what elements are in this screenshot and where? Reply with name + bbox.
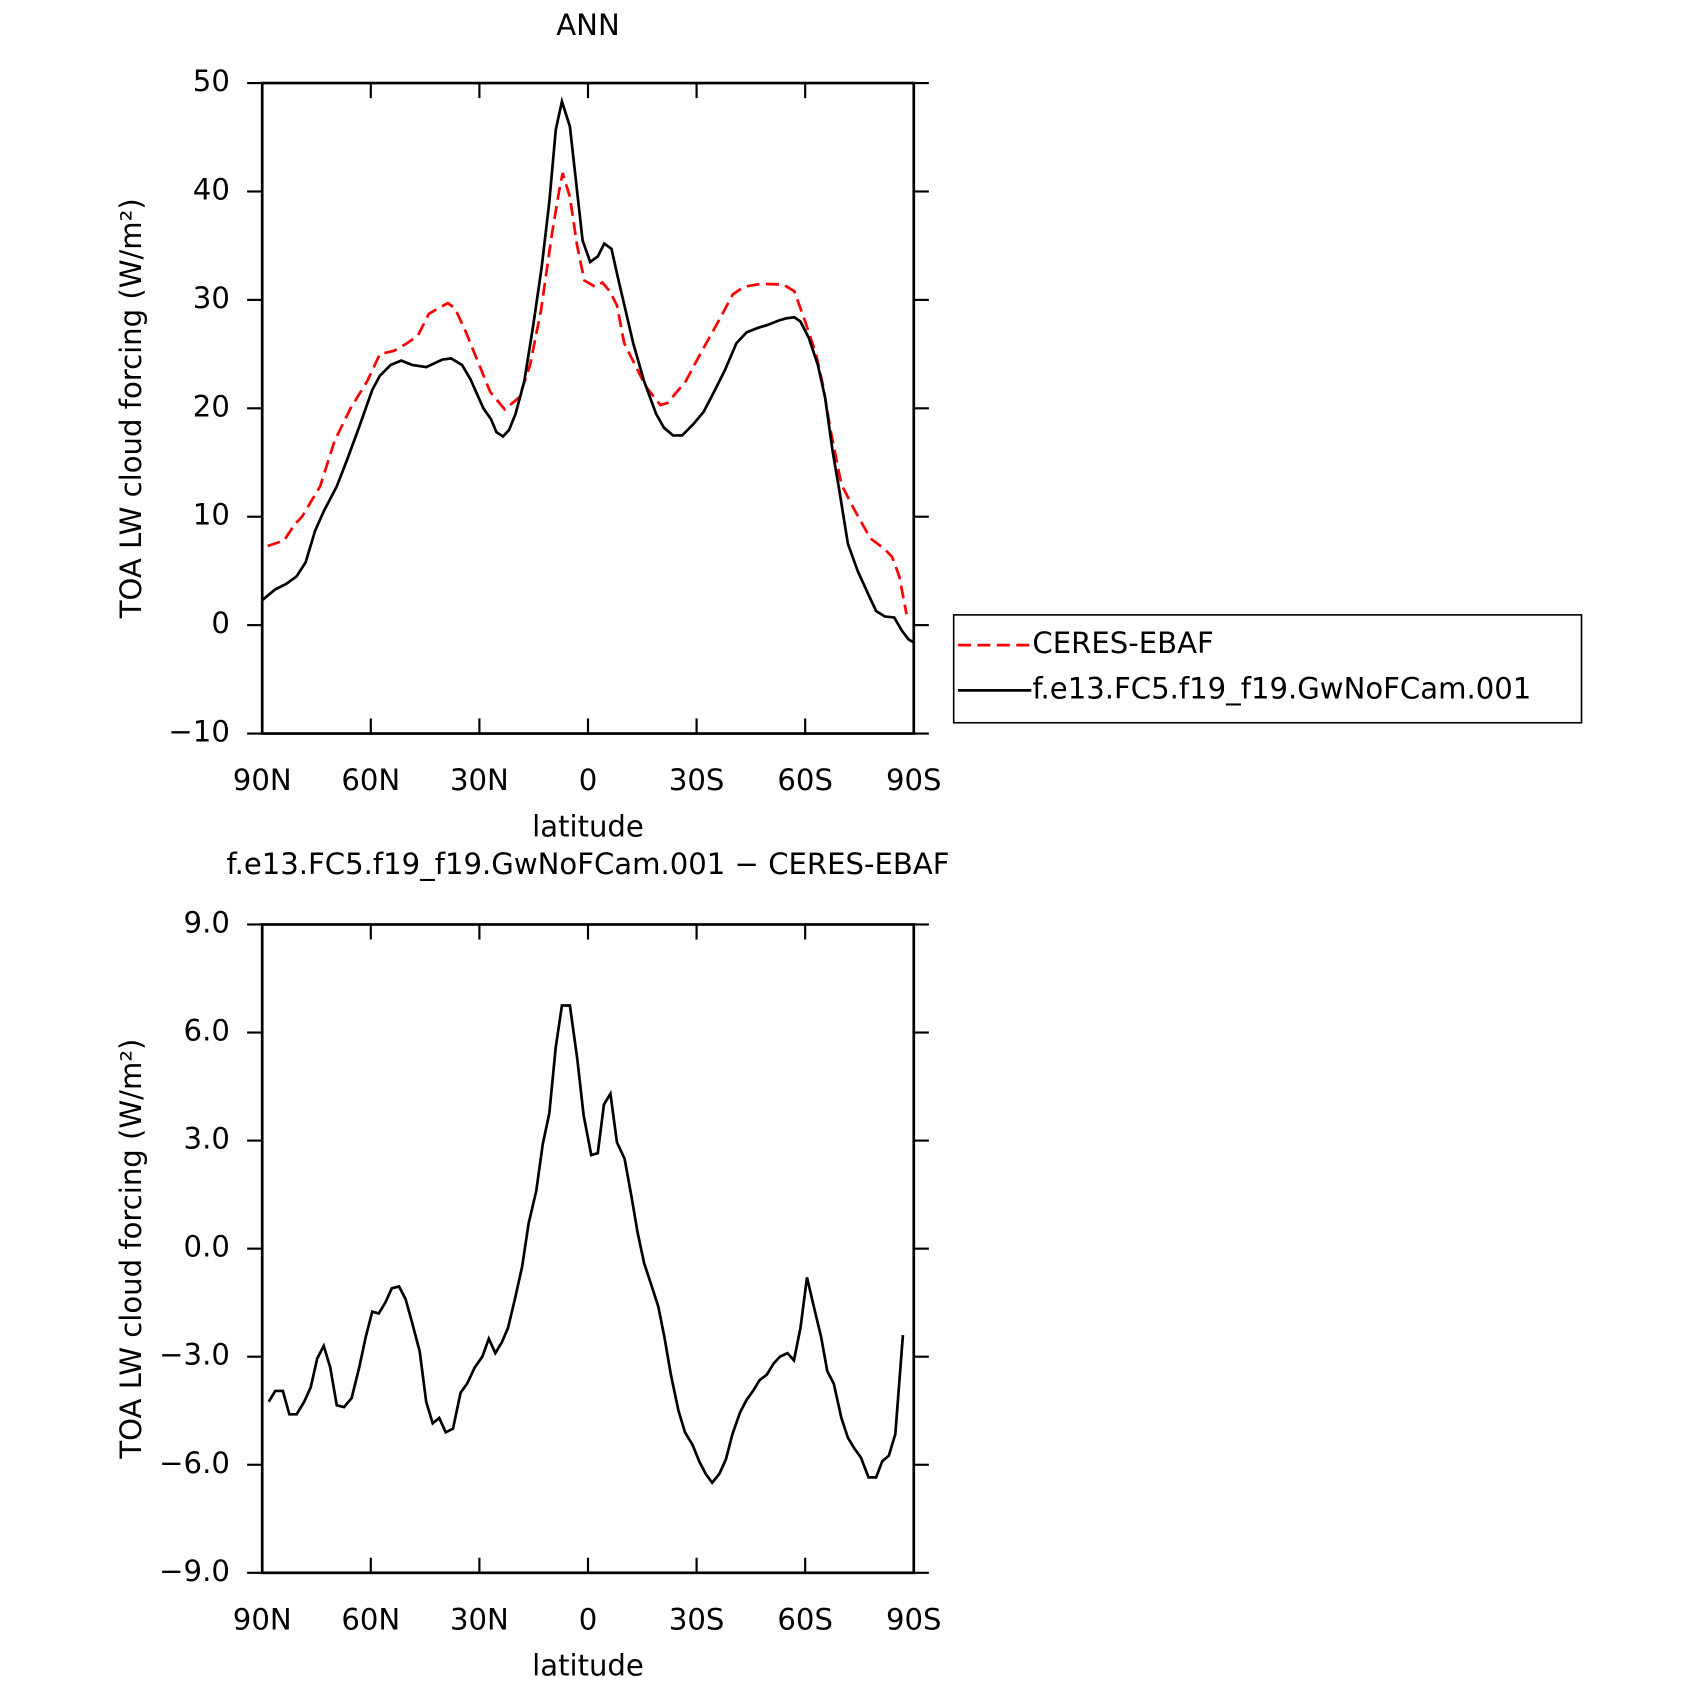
- y-tick-label: −3.0: [159, 1338, 230, 1372]
- y-tick-label: 3.0: [184, 1122, 230, 1156]
- legend-label: CERES-EBAF: [1032, 626, 1213, 660]
- chart-title: ANN: [556, 8, 619, 42]
- y-axis-label: TOA LW cloud forcing (W/m²): [114, 198, 148, 619]
- legend-label: f.e13.FC5.f19_f19.GwNoFCam.001: [1032, 671, 1531, 705]
- y-tick-label: 9.0: [184, 905, 230, 939]
- x-tick-label: 90N: [233, 763, 292, 797]
- plot-frame: [260, 81, 916, 735]
- x-tick-label: 90S: [886, 763, 942, 797]
- data-line: [267, 1004, 905, 1485]
- y-tick-label: 0.0: [184, 1230, 230, 1264]
- x-tick-label: 60S: [777, 763, 833, 797]
- y-tick-label: 20: [193, 389, 230, 423]
- y-tick-label: −6.0: [159, 1446, 230, 1480]
- y-tick-label: 30: [193, 281, 230, 315]
- y-tick-label: 40: [193, 172, 230, 206]
- y-axis-label: TOA LW cloud forcing (W/m²): [114, 1039, 148, 1460]
- y-tick-label: −9.0: [159, 1554, 230, 1588]
- plot-frame: [260, 923, 916, 1575]
- y-tick-label: 50: [193, 64, 230, 98]
- x-tick-label: 0: [579, 1602, 598, 1636]
- x-tick-label: 60N: [341, 1602, 400, 1636]
- data-line: [261, 96, 915, 644]
- x-tick-label: 90S: [886, 1602, 942, 1636]
- x-tick-label: 90N: [233, 1602, 292, 1636]
- x-tick-label: 30S: [669, 763, 725, 797]
- x-tick-label: 30S: [669, 1602, 725, 1636]
- x-tick-label: 60S: [777, 1602, 833, 1636]
- y-tick-label: 6.0: [184, 1014, 230, 1048]
- x-tick-label: 30N: [450, 1602, 509, 1636]
- x-axis-label: latitude: [532, 809, 644, 843]
- x-axis-label: latitude: [532, 1649, 644, 1683]
- y-tick-label: −10: [168, 715, 229, 749]
- chart-title: f.e13.FC5.f19_f19.GwNoFCam.001 − CERES-E…: [226, 847, 949, 881]
- x-tick-label: 30N: [450, 763, 509, 797]
- x-tick-label: 0: [579, 763, 598, 797]
- legend-box: [952, 614, 1583, 724]
- y-tick-label: 10: [193, 498, 230, 532]
- y-tick-label: 0: [211, 606, 230, 640]
- x-tick-label: 60N: [341, 763, 400, 797]
- data-line: [267, 172, 908, 615]
